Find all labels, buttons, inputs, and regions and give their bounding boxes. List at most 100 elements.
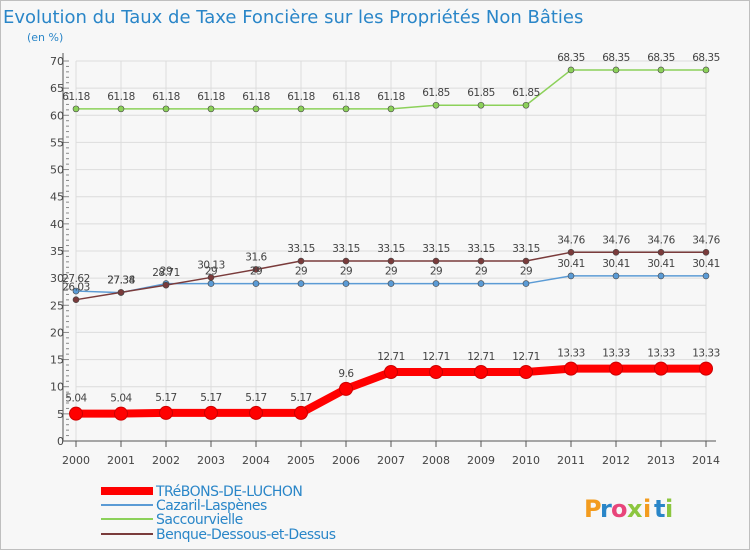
x-tick-label: 2004 [242,454,270,467]
y-tick-label: 45 [50,191,64,204]
y-tick-label: 30 [50,272,64,285]
data-label: 31.6 [245,251,267,263]
x-tick-label: 2009 [467,454,495,467]
y-tick-label: 35 [50,245,64,258]
data-point [252,266,260,273]
data-label: 12.71 [512,351,540,363]
data-point [204,405,218,420]
data-label: 13.33 [647,348,675,360]
data-point [654,361,668,376]
data-label: 61.18 [242,91,270,103]
axes: 0 5 10 15 20 25 30 35 40 45 50 55 60 65 70 2000 2001 2002… [50,53,720,467]
data-label: 34.76 [557,234,585,246]
data-point [384,365,398,380]
data-point [657,249,665,256]
data-label: 29 [475,266,487,278]
data-point [207,274,215,281]
y-tick-label: 20 [50,326,64,339]
data-label: 5.17 [245,392,266,404]
data-point [612,66,620,74]
data-point [657,66,665,74]
data-point [564,361,578,376]
data-label: 12.71 [467,351,495,363]
data-label: 12.71 [377,351,405,363]
data-label: 61.85 [467,87,495,99]
data-point [612,249,620,256]
data-label: 12.71 [422,351,450,363]
data-label: 68.35 [602,52,630,64]
x-tick-label: 2010 [512,454,540,467]
data-label: 61.18 [332,91,360,103]
data-label: 30.41 [692,258,720,270]
data-point [612,272,620,280]
y-tick-label: 0 [57,435,64,448]
data-point [609,361,623,376]
brand-letter: i [665,495,673,523]
data-label: 33.15 [332,243,360,255]
y-tick-label: 60 [50,109,64,122]
data-label: 27.38 [107,274,135,286]
brand-letter: r [600,495,612,523]
data-point [207,280,215,287]
legend-label: Benque-Dessous-et-Dessus [156,527,336,543]
data-label: 13.33 [602,348,630,360]
data-label: 5.04 [110,393,132,405]
data-label: 34.76 [647,234,675,246]
data-label: 13.33 [692,348,720,360]
x-tick-label: 2005 [287,454,315,467]
data-label: 33.15 [512,243,540,255]
data-label: 30.41 [557,258,585,270]
data-label: 29 [430,266,442,278]
data-label: 34.76 [692,234,720,246]
x-tick-label: 2000 [62,454,90,467]
data-labels: 5.04 5.04 5.17 5.17 5.17 5.17 9.6 12.71 12.71 12.… [62,52,721,405]
data-point [429,365,443,380]
data-point [522,280,530,287]
data-label: 29 [295,266,307,278]
data-label: 28.71 [152,267,180,279]
data-label: 30.41 [602,258,630,270]
data-label: 5.17 [290,392,311,404]
chart-unit: (en %) [27,31,63,44]
x-tick-label: 2007 [377,454,405,467]
data-label: 61.85 [512,87,540,99]
data-label: 61.18 [287,91,315,103]
data-point [702,66,710,74]
x-tick-label: 2006 [332,454,360,467]
brand-logo: Pr o x i t i [584,495,673,523]
data-point [342,105,350,113]
x-tick-label: 2002 [152,454,180,467]
data-point [567,66,575,74]
data-point [72,105,80,113]
data-point [387,105,395,113]
data-point [117,289,125,296]
data-label: 5.17 [200,392,221,404]
data-point [297,105,305,113]
x-tick-label: 2012 [602,454,630,467]
y-tick-label: 70 [50,55,64,68]
data-label: 33.15 [422,243,450,255]
data-point [519,365,533,380]
data-label: 34.76 [602,234,630,246]
data-point [249,405,263,420]
x-tick-label: 2001 [107,454,135,467]
data-point [432,257,440,265]
y-tick-label: 50 [50,164,64,177]
data-label: 61.18 [62,91,90,103]
data-point [342,280,350,287]
data-point [252,280,260,287]
data-label: 29 [250,266,262,278]
legend-label: TRéBONS-DE-LUCHON [155,484,302,500]
data-point [474,365,488,380]
data-point [162,105,170,113]
data-label: 61.18 [152,91,180,103]
data-point [339,381,353,396]
x-tick-label: 2014 [692,454,720,467]
data-label: 27.62 [62,273,90,285]
data-point [72,296,80,303]
x-tick-label: 2003 [197,454,225,467]
data-point [522,257,530,265]
brand-letter: o [611,495,628,523]
data-label: 33.15 [377,243,405,255]
data-label: 30.41 [647,258,675,270]
